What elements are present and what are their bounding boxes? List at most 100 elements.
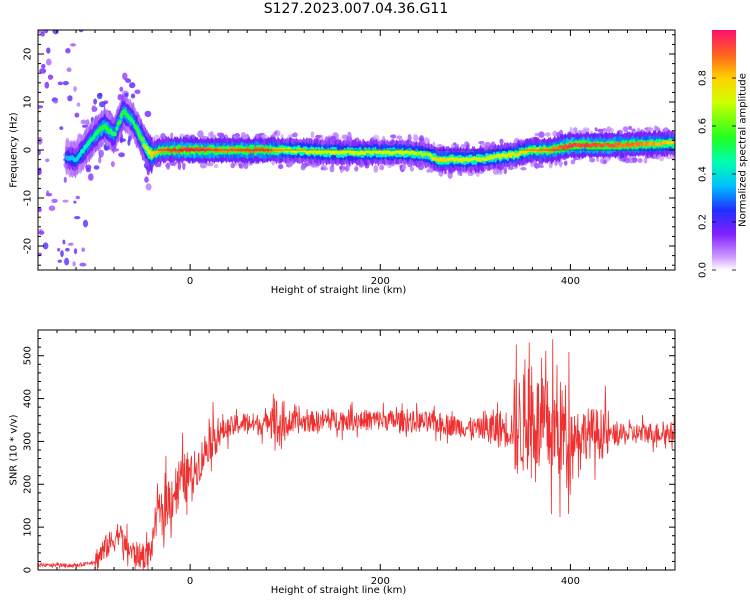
spectrogram-noise-cell [144,176,149,183]
spectrogram-noise-cell [389,134,396,138]
spectrogram-noise-cell [122,72,128,81]
snr-x-axis-label: Height of straight line (km) [271,585,407,596]
snr-frame [37,329,676,571]
spectrogram-ridge-cell [141,137,145,143]
spectrogram-ridge-cell [113,131,117,137]
spectrogram-noise-cell [73,248,78,255]
spectrogram-noise-cell [628,125,632,131]
colorbar-tick-label: 0.6 [698,118,709,134]
spectrogram-noise-cell [46,190,50,196]
spectrogram-panel: 0 200 400 -20 -10 0 10 20 Height of straight lin… [9,29,676,296]
colorbar: 0.0 0.2 0.4 0.6 0.8 Normalized spectral ampli… [698,30,749,278]
spectrogram-noise-cell [85,119,90,126]
spectrogram-noise-cell [379,164,385,171]
spectrogram-noise-cell [128,134,132,142]
colorbar-tick-label: 0.8 [698,70,709,86]
spectrogram-ridge-cell [671,140,675,144]
spectrogram-noise-cell [499,138,504,145]
spectrogram-y-tick-label: 0 [23,147,34,153]
spectrogram-noise-cell [293,132,298,137]
spectrogram-noise-cell [409,166,414,172]
spectrogram-noise-cell [73,200,77,204]
spectrogram-y-tick-label: -10 [23,190,34,206]
spectrogram-noise-cell [373,165,379,173]
spectrogram-noise-cell [64,257,70,266]
spectrogram-noise-cell [169,161,177,166]
spectrogram-noise-cell [78,30,84,33]
spectrogram-ridge-cell [509,154,513,159]
spectrogram-noise-cell [323,166,328,171]
spectrogram-noise-cell [166,162,171,170]
spectrogram-ridge-cell [399,149,403,153]
snr-panel: 0 200 400 0 100 200 300 400 500 Height of straigh… [9,329,676,596]
spectrogram-noise-cell [74,216,81,220]
spectrogram-ridge-cell [131,120,136,125]
spectrogram-x-tick-label: 200 [371,276,390,287]
snr-y-tick-label: 300 [23,432,34,451]
spectrogram-noise-cell [656,127,661,132]
spectrogram-noise-cell [594,127,598,132]
spectrogram-noise-cell [230,162,235,169]
spectrogram-ridge-cell [115,126,119,132]
spectrogram-ridge-cell [252,149,256,153]
spectrogram-noise-cell [73,86,77,92]
spectrogram-noise-cell [96,92,103,100]
spectrogram-x-tick-label: 0 [187,276,193,287]
spectrogram-ridge-cell [614,142,618,146]
spectrogram-noise-cell [651,155,657,160]
snr-y-tick-label: 400 [23,389,34,408]
spectrogram-ridge-cell [232,147,236,151]
spectrogram-noise-cell [671,154,675,161]
spectrogram-noise-cell [60,250,64,258]
spectrogram-noise-cell [124,92,129,98]
spectrogram-noise-cell [396,135,403,140]
spectrogram-y-tick-label: 10 [23,96,34,109]
spectrogram-ridge-cell [566,145,571,149]
spectrogram-noise-cell [586,128,590,132]
spectrogram-noise-cell [65,48,71,54]
snr-x-tick-label: 0 [187,576,193,587]
spectrogram-noise-cell [80,119,87,125]
spectrogram-noise-cell [238,163,242,169]
snr-y-tick-label: 500 [23,346,34,365]
spectrogram-ridge-cell [562,146,566,150]
spectrogram-ridge-cell [218,146,222,151]
spectrogram-noise-cell [632,159,637,164]
spectrogram-noise-cell [280,134,284,140]
spectrogram-noise-cell [99,101,106,108]
spectrogram-noise-cell [602,159,607,164]
spectrogram-noise-cell [182,163,186,168]
spectrogram-noise-cell [339,165,343,170]
spectrogram-noise-cell [538,131,545,138]
spectrogram-noise-cell [129,82,136,89]
spectrogram-noise-cell [274,131,278,136]
spectrogram-noise-cell [419,135,424,143]
snr-y-tick-label: 0 [23,567,34,573]
spectrogram-noise-cell [559,129,563,136]
spectrogram-noise-cell [81,124,89,128]
spectrogram-noise-cell [177,162,182,170]
spectrogram-ridge-cell [507,152,511,156]
spectrogram-noise-cell [573,127,578,133]
spectrogram-ridge-cell [226,149,230,153]
spectrogram-noise-cell [52,30,59,35]
spectrogram-noise-cell [278,164,284,170]
spectrogram-noise-cell [447,171,453,179]
spectrogram-noise-cell [74,112,80,118]
spectrogram-ridge-cell [419,151,423,155]
snr-x-tick-label: 200 [371,576,390,587]
colorbar-gradient [712,30,736,270]
snr-y-tick-label: 200 [23,475,34,494]
spectrogram-noise-cell [637,158,643,163]
spectrogram-noise-cell [46,47,51,54]
spectrogram-noise-cell [570,159,576,165]
spectrogram-noise-cell [119,86,124,92]
spectrogram-noise-cell [637,127,640,133]
spectrogram-noise-cell [210,131,214,139]
spectrogram-noise-cell [82,219,89,228]
spectrogram-noise-cell [76,102,81,107]
spectrogram-noise-cell [535,163,540,168]
spectrogram-noise-cell [134,89,141,95]
spectrogram-noise-cell [48,205,56,211]
